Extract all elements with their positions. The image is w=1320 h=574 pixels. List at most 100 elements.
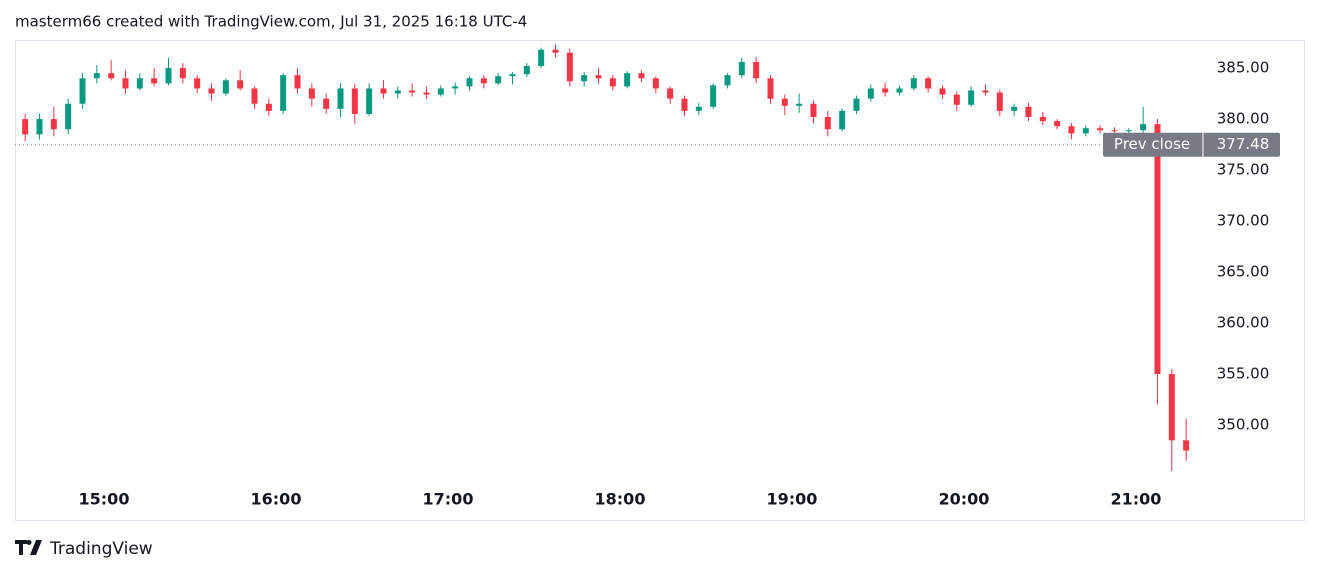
candle-body (624, 73, 631, 87)
x-tick-label: 19:00 (767, 490, 818, 509)
x-tick-label: 15:00 (79, 490, 130, 509)
candle-body (523, 66, 530, 75)
candle-body (968, 90, 975, 105)
candle-body (896, 88, 903, 93)
candle-body (337, 88, 344, 109)
candle-body (796, 103, 803, 106)
candle-body (265, 103, 272, 111)
y-tick-label: 350.00 (1217, 416, 1270, 434)
y-tick-label: 370.00 (1217, 212, 1270, 230)
candle-body (1054, 121, 1061, 127)
candle-body (839, 110, 846, 130)
candle-body (566, 52, 573, 82)
candle-body (394, 90, 401, 94)
prev-close-value: 377.48 (1217, 135, 1270, 153)
candle-body (824, 117, 831, 130)
candle-body (480, 78, 487, 84)
candle-body (323, 98, 330, 109)
candle-body (738, 61, 745, 76)
candle-body (781, 98, 788, 106)
candle-body (681, 98, 688, 111)
candle-body (79, 78, 86, 104)
candle-body (1140, 124, 1147, 131)
y-tick-label: 360.00 (1217, 314, 1270, 332)
candle-body (552, 49, 559, 53)
candle-body (108, 73, 115, 79)
candle-body (50, 119, 57, 130)
candle-body (22, 119, 29, 135)
candle-body (237, 80, 244, 89)
x-tick-label: 18:00 (595, 490, 646, 509)
candle-body (1039, 117, 1046, 122)
candle-body (308, 88, 315, 99)
candle-body (853, 98, 860, 111)
candle-body (93, 73, 100, 79)
candle-body (1125, 130, 1132, 132)
prev-close-box (1103, 132, 1280, 157)
candle-body (767, 78, 774, 99)
candle-body (581, 75, 588, 82)
candle-body (366, 88, 373, 114)
candle-body (1168, 374, 1175, 441)
candle-body (1097, 128, 1104, 131)
x-tick-label: 21:00 (1111, 490, 1162, 509)
candle-body (996, 92, 1003, 111)
candle-body (437, 88, 444, 95)
candle-body (151, 78, 158, 84)
candle-body (351, 88, 358, 114)
candle-body (753, 61, 760, 79)
y-tick-label: 385.00 (1217, 59, 1270, 77)
x-tick-label: 17:00 (423, 490, 474, 509)
candle-body (165, 68, 172, 84)
candle-body (910, 78, 917, 89)
candle-body (1111, 130, 1118, 132)
candle-body (409, 90, 416, 93)
y-tick-label: 365.00 (1217, 263, 1270, 281)
candle-body (867, 88, 874, 99)
candle-body (953, 94, 960, 105)
candle-body (1011, 106, 1018, 111)
candle-body (1068, 126, 1075, 134)
candle-body (208, 88, 215, 94)
candle-body (122, 78, 129, 89)
logo-icon (15, 540, 42, 555)
candle-body (294, 75, 301, 89)
candle-body (495, 76, 502, 84)
y-tick-label: 375.00 (1217, 161, 1270, 179)
candle-body (1025, 106, 1032, 118)
candle-body (251, 88, 258, 104)
chart-frame (15, 40, 1305, 521)
header: masterm66 created with TradingView.com, … (15, 13, 527, 31)
candle-body (638, 73, 645, 79)
candle-body (652, 78, 659, 89)
candle-body (538, 49, 545, 67)
y-tick-label: 380.00 (1217, 110, 1270, 128)
candle-body (1154, 124, 1161, 375)
candle-body (710, 85, 717, 107)
candle-body (509, 74, 516, 77)
candle-body (695, 106, 702, 111)
candle-body (939, 88, 946, 95)
candle-body (609, 78, 616, 87)
candle-body (982, 90, 989, 93)
candle-body (36, 119, 43, 135)
candle-body (194, 78, 201, 89)
candle-body (136, 78, 143, 89)
candle-body (724, 75, 731, 86)
candle-body (380, 88, 387, 94)
candle-body (667, 88, 674, 99)
candle-body (466, 78, 473, 87)
candle-body (452, 86, 459, 89)
y-tick-label: 355.00 (1217, 365, 1270, 383)
candle-body (222, 80, 229, 94)
candle-body (280, 75, 287, 111)
candle-body (1082, 128, 1089, 134)
candle-body (595, 75, 602, 79)
candle-body (1183, 440, 1190, 451)
logo-text: TradingView (49, 539, 153, 559)
candle-body (810, 103, 817, 118)
candle-body (179, 68, 186, 79)
x-tick-label: 16:00 (251, 490, 302, 509)
candle-body (65, 103, 72, 130)
